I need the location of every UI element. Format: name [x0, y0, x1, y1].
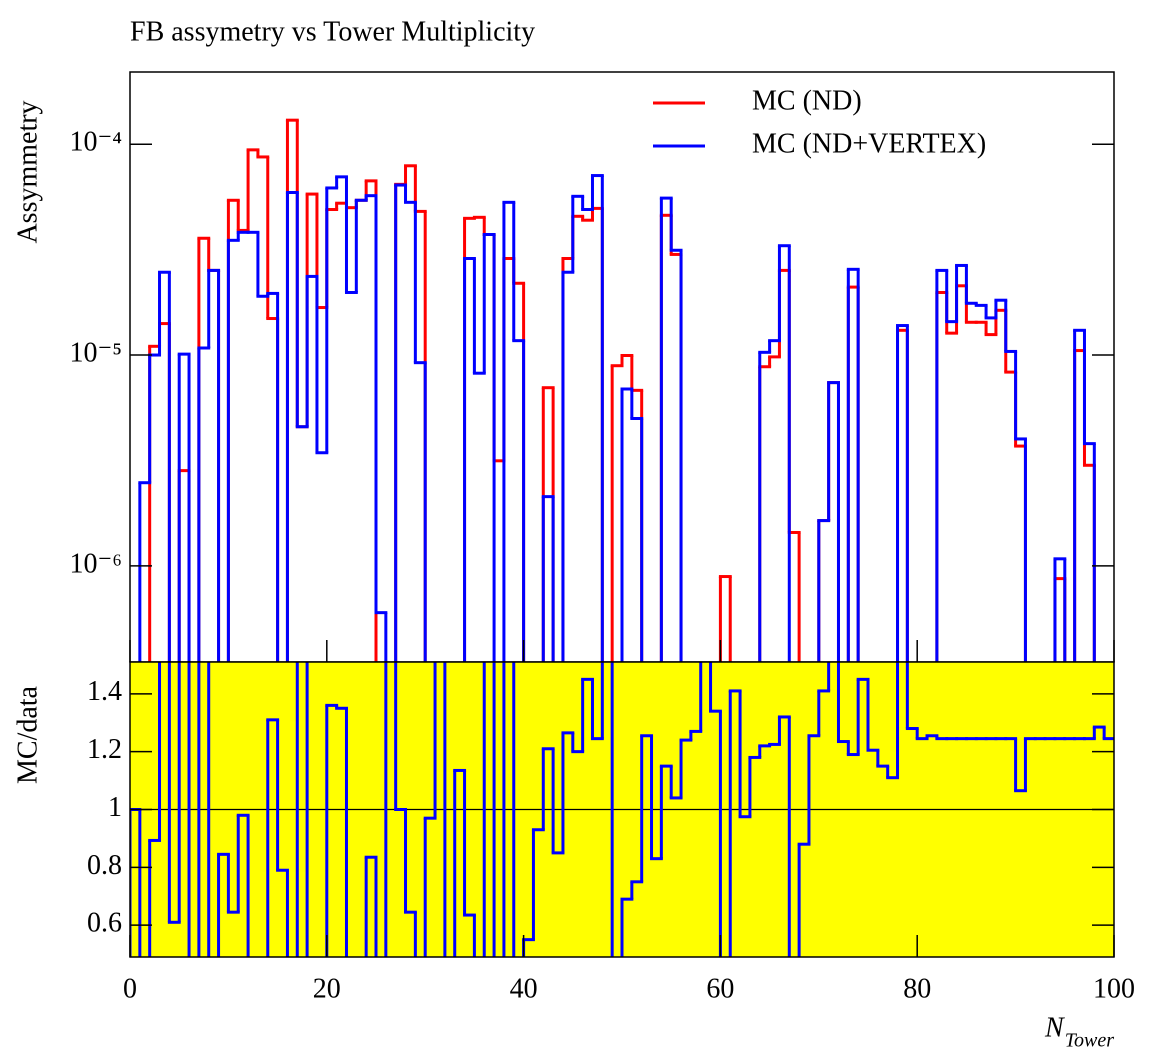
chart-title: FB assymetry vs Tower Multiplicity: [130, 16, 535, 47]
y-tick-label: 10⁻⁴: [69, 127, 122, 158]
x-tick-label: 0: [123, 973, 137, 1004]
ratio-y-axis-label: MC/data: [12, 685, 43, 784]
y-axis-label: Assymmetry: [12, 100, 43, 243]
x-axis-label-subscript: Tower: [1065, 1030, 1115, 1052]
y-tick-label: 10⁻⁶: [69, 548, 122, 579]
x-tick-label: 100: [1093, 973, 1135, 1004]
x-tick-label: 80: [903, 973, 931, 1004]
legend-label: MC (ND): [752, 85, 862, 116]
y-tick-label: 10⁻⁵: [69, 337, 122, 368]
y-tick-label: 0.8: [87, 850, 122, 881]
x-tick-label: 60: [706, 973, 734, 1004]
y-tick-label: 0.6: [87, 908, 122, 939]
legend-label: MC (ND+VERTEX): [752, 128, 986, 159]
plot-area: [138, 118, 1096, 662]
y-tick-label: 1: [108, 792, 122, 823]
x-axis-label: N: [1044, 1012, 1065, 1043]
x-tick-label: 40: [510, 973, 538, 1004]
y-tick-label: 1.4: [87, 676, 122, 707]
x-tick-label: 20: [313, 973, 341, 1004]
y-tick-label: 1.2: [87, 734, 122, 765]
